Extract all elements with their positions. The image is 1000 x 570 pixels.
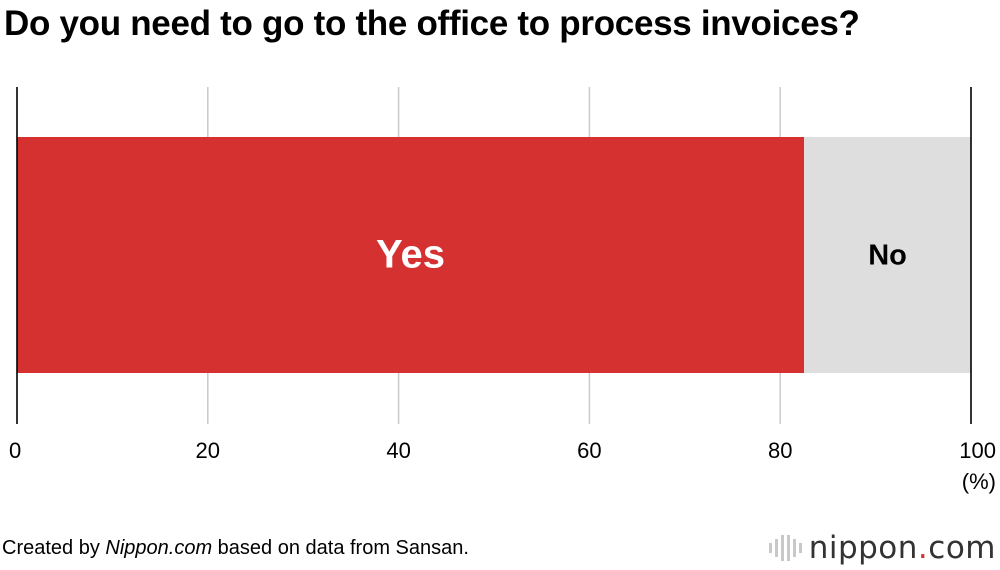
bar-yes — [17, 137, 805, 373]
nippon-logo: nippon. com — [768, 530, 996, 566]
bar-no — [804, 137, 971, 373]
bar-label-yes: Yes — [376, 233, 445, 277]
tick-label-0: 0 — [9, 438, 21, 463]
tick-label-80: 80 — [768, 438, 792, 463]
tick-label-100: 100 — [959, 438, 996, 463]
chart-area: Yes No 0 20 40 60 80 100 (%) — [9, 87, 996, 494]
tick-label-20: 20 — [196, 438, 220, 463]
source-note: Created by Nippon.com based on data from… — [2, 537, 469, 559]
tick-label-40: 40 — [386, 438, 410, 463]
axis-unit-label: (%) — [962, 469, 996, 494]
bar-label-no: No — [868, 240, 907, 272]
nippon-logo-icon — [768, 535, 802, 561]
tick-label-60: 60 — [577, 438, 601, 463]
chart-title: Do you need to go to the office to proce… — [4, 4, 860, 43]
